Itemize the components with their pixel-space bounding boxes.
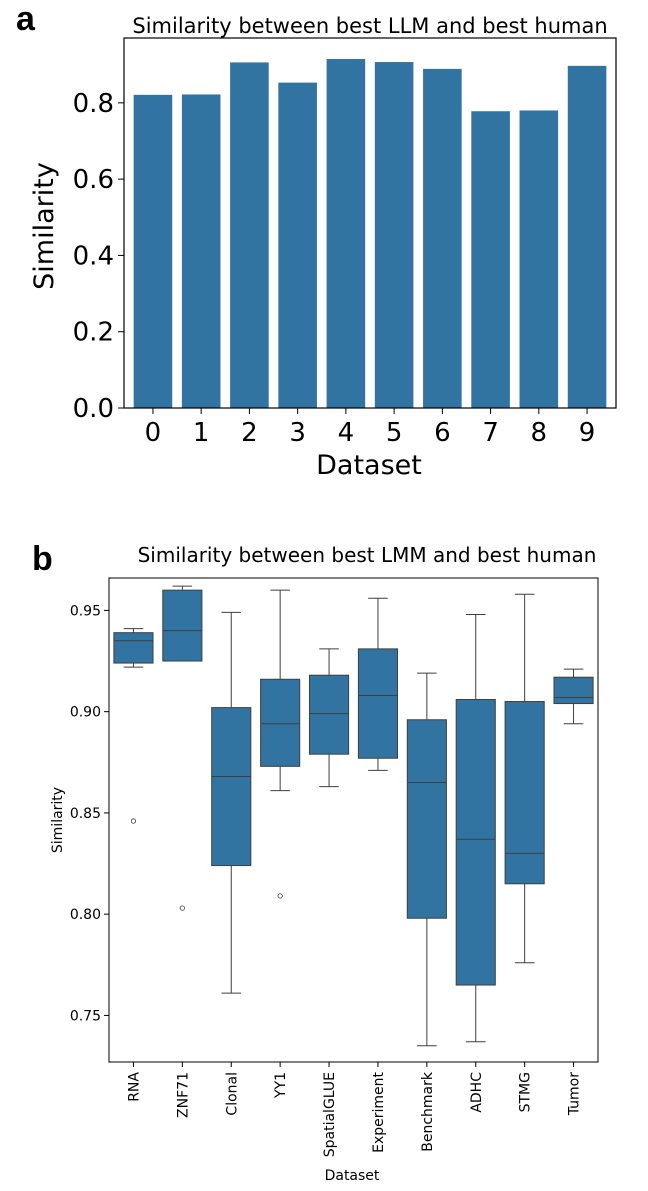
bar-dataset-3: [278, 82, 317, 408]
panel-b-y-axis-label: Similarity: [50, 787, 66, 853]
x-tick-label: STMG: [518, 1072, 534, 1112]
bar-dataset-5: [374, 62, 414, 408]
box-yy1: [260, 589, 301, 899]
box-clonal: [211, 611, 252, 994]
box-iqr: [162, 589, 203, 662]
box-iqr: [357, 648, 399, 759]
bar-dataset-9: [567, 65, 607, 408]
box-znf71: [162, 585, 203, 911]
panel-a-axes-frame: [123, 37, 617, 409]
x-tick-label: RNA: [126, 1072, 142, 1102]
x-tick-label: 1: [193, 418, 210, 448]
x-tick-label: Experiment: [371, 1071, 387, 1152]
panel-a-y-ticks: 0.0 0.2 0.4 0.6 0.8: [73, 89, 124, 424]
outlier-point: [277, 893, 283, 899]
panel-b-y-ticks: 0.75 0.80 0.85 0.90 0.95: [70, 603, 109, 1024]
panel-b-title: Similarity between best LMM and best hum…: [138, 543, 597, 567]
panel-b-x-ticks: RNA ZNF71 Clonal YY1 SpatialGLUE Experiment Be…: [126, 1062, 583, 1157]
box-experiment: [357, 597, 399, 771]
panel-b-axes-frame: [108, 577, 599, 1063]
outlier-point: [130, 818, 137, 824]
box-iqr: [211, 707, 252, 867]
x-tick-label: YY1: [273, 1072, 289, 1099]
x-tick-label: Tumor: [567, 1072, 583, 1117]
panel-a-x-ticks: 0 1 2 3 4 5 6 7 8 9: [145, 408, 596, 448]
panel-b-chart: b Similarity between best LMM and best h…: [32, 540, 599, 1184]
box-iqr: [308, 674, 350, 755]
y-tick-label: 0.8: [73, 89, 114, 119]
bar-dataset-8: [519, 110, 559, 408]
x-tick-label: 7: [482, 418, 499, 448]
box-iqr: [504, 701, 545, 885]
panel-a-title: Similarity between best LLM and best hum…: [132, 14, 607, 38]
panel-a-chart: a Similarity between best LLM and best h…: [16, 0, 617, 481]
x-tick-label: 8: [531, 418, 548, 448]
panel-a-x-axis-label: Dataset: [316, 450, 422, 481]
box-iqr: [260, 678, 301, 767]
box-tumor: [553, 668, 594, 725]
panel-a-y-axis-label: Similarity: [29, 162, 60, 290]
panel-b-boxes: [113, 585, 594, 1047]
y-tick-label: 0.6: [73, 165, 114, 195]
x-tick-label: 4: [338, 418, 355, 448]
y-tick-label: 0.80: [70, 907, 101, 923]
box-iqr: [455, 699, 496, 986]
y-tick-label: 0.2: [73, 318, 114, 348]
y-tick-label: 0.0: [73, 394, 114, 424]
x-tick-label: 6: [434, 418, 451, 448]
box-iqr: [113, 632, 154, 664]
x-tick-label: Clonal: [224, 1072, 240, 1116]
panel-letter-a: a: [16, 0, 36, 38]
panel-b-x-axis-label: Dataset: [325, 1168, 380, 1184]
bar-dataset-1: [181, 94, 221, 408]
bar-dataset-2: [230, 62, 269, 408]
x-tick-label: 9: [579, 418, 596, 448]
x-tick-label: 2: [241, 418, 258, 448]
x-tick-label: 5: [386, 418, 403, 448]
y-tick-label: 0.4: [73, 241, 114, 271]
panel-a-bars: [133, 58, 607, 409]
box-rna: [113, 628, 154, 824]
bar-dataset-7: [471, 111, 510, 408]
bar-dataset-4: [326, 58, 366, 409]
y-tick-label: 0.75: [70, 1008, 101, 1024]
y-tick-label: 0.90: [70, 705, 101, 721]
outlier-point: [179, 905, 185, 911]
x-tick-label: ZNF71: [175, 1072, 191, 1118]
box-spatialglue: [308, 648, 350, 788]
x-tick-label: SpatialGLUE: [322, 1072, 338, 1157]
x-tick-label: ADHC: [469, 1072, 485, 1113]
bar-dataset-6: [423, 68, 462, 408]
y-tick-label: 0.95: [70, 603, 101, 619]
box-benchmark: [406, 672, 447, 1047]
box-iqr: [406, 719, 447, 919]
panel-letter-b: b: [32, 540, 53, 578]
x-tick-label: 0: [145, 418, 162, 448]
box-iqr: [553, 676, 594, 705]
x-tick-label: Benchmark: [420, 1071, 436, 1152]
y-tick-label: 0.85: [70, 806, 101, 822]
x-tick-label: 3: [289, 418, 306, 448]
box-adhc: [455, 613, 496, 1043]
bar-dataset-0: [133, 94, 173, 408]
box-stmg: [504, 593, 545, 964]
